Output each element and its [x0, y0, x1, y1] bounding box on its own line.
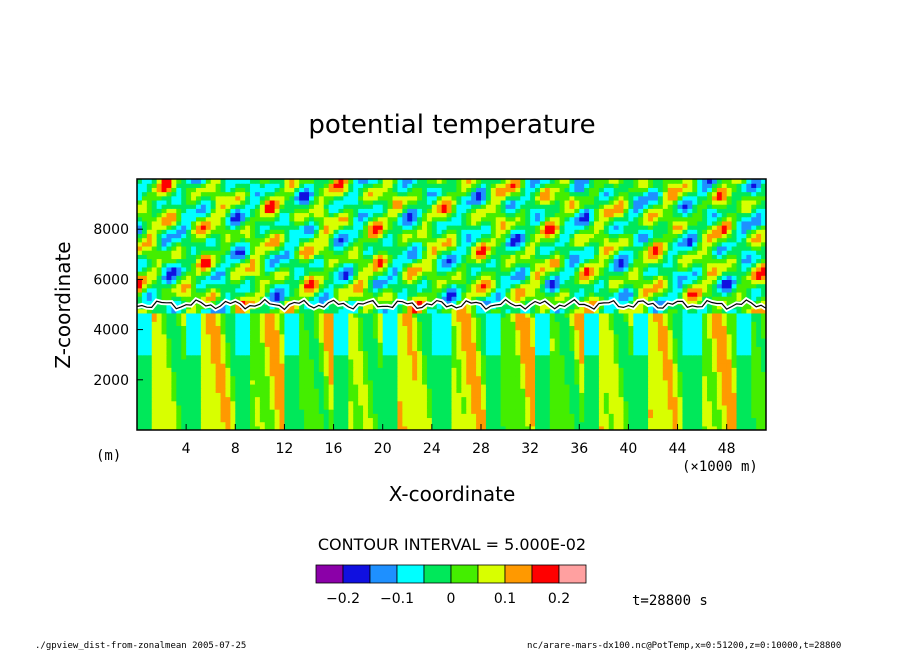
colorbar-label: −0.2 [326, 591, 360, 607]
x-tick-label: 16 [325, 441, 343, 457]
colorbar: −0.2 −0.1 0 0.1 0.2 [315, 564, 587, 607]
x-tick-label: 8 [231, 441, 240, 457]
x-tick-label: 12 [276, 441, 294, 457]
heatmap-field [137, 179, 766, 430]
colorbar-swatch [342, 564, 371, 584]
colorbar-swatch [396, 564, 425, 584]
colorbar-swatch [423, 564, 452, 584]
colorbar-swatch [450, 564, 479, 584]
x-tick-label: 28 [472, 441, 490, 457]
x-tick-label: 40 [619, 441, 637, 457]
x-axis-unit: (×1000 m) [682, 459, 758, 475]
contour-lines [137, 296, 766, 313]
y-tick-label: 2000 [93, 373, 129, 389]
y-axis-ticks: 2000 4000 6000 8000 [93, 222, 143, 389]
colorbar-label: 0 [447, 591, 456, 607]
y-axis-unit: (m) [96, 448, 122, 464]
chart-title: potential temperature [308, 110, 596, 140]
footer-left: ./gpview_dist-from-zonalmean 2005-07-25 [35, 641, 247, 651]
x-tick-label: 4 [182, 441, 191, 457]
x-tick-label: 44 [669, 441, 687, 457]
colorbar-swatch [504, 564, 533, 584]
y-axis-label: Z-coordinate [51, 241, 75, 369]
contour-interval-label: CONTOUR INTERVAL = 5.000E-02 [317, 535, 587, 554]
x-tick-label: 20 [374, 441, 392, 457]
colorbar-swatch [477, 564, 506, 584]
colorbar-label: −0.1 [380, 591, 414, 607]
plot-frame [136, 178, 767, 431]
x-tick-label: 36 [570, 441, 588, 457]
colorbar-swatch [315, 564, 344, 584]
colorbar-swatch [558, 564, 587, 584]
time-annotation: t=28800 s [632, 593, 708, 609]
colorbar-swatch [369, 564, 398, 584]
footer-right: nc/arare-mars-dx100.nc@PotTemp,x=0:51200… [527, 641, 842, 651]
x-tick-label: 24 [423, 441, 441, 457]
colorbar-label: 0.2 [548, 591, 570, 607]
x-axis-ticks: 4 8 12 16 20 24 28 32 36 40 44 48 [182, 424, 736, 457]
y-tick-label: 4000 [93, 323, 129, 339]
colorbar-label: 0.1 [494, 591, 516, 607]
x-tick-label: 48 [718, 441, 736, 457]
y-tick-label: 8000 [93, 222, 129, 238]
colorbar-swatch [531, 564, 560, 584]
x-tick-label: 32 [521, 441, 539, 457]
y-tick-label: 6000 [93, 272, 129, 288]
x-axis-label: X-coordinate [388, 482, 516, 506]
